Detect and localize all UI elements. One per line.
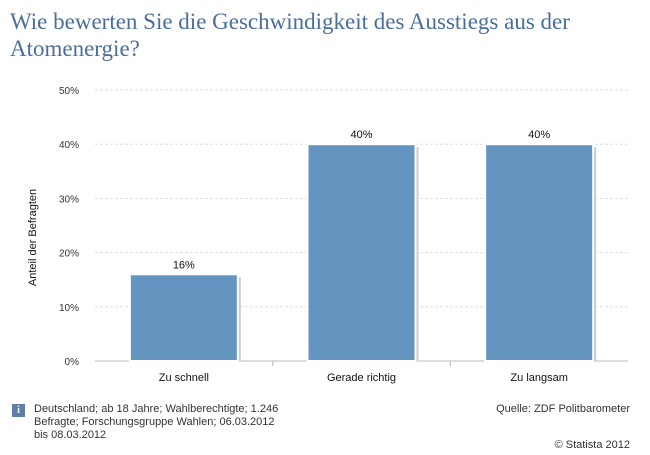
bar [306,143,417,362]
chart-title: Wie bewerten Sie die Geschwindigkeit des… [10,9,570,61]
bar [128,273,239,362]
y-tick-label: 50% [59,86,79,97]
x-tick-label: Zu langsam [510,372,567,384]
y-tick-label: 40% [59,140,79,151]
source-label: Quelle: ZDF Politbarometer [496,403,630,415]
data-label: 40% [528,129,550,141]
y-tick-label: 20% [59,249,79,260]
footer-note: i Deutschland; ab 18 Jahre; Wahlberechti… [12,403,284,442]
y-tick-label: 30% [59,194,79,205]
y-axis-label: Anteil der Befragten [27,189,39,286]
bar [484,143,595,362]
y-tick-label: 10% [59,303,79,314]
data-label: 16% [173,259,195,271]
bar-chart: 0% 10% 20% 30% 40% 50% 16% Zu schnell 40% Gerade … [27,86,628,384]
data-label: 40% [350,129,372,141]
copyright-label: © Statista 2012 [554,439,630,451]
y-tick-label: 0% [65,357,80,368]
x-tick-label: Zu schnell [159,372,209,384]
survey-details: Deutschland; ab 18 Jahre; Wahlberechtigt… [34,403,279,441]
info-icon[interactable]: i [12,404,25,417]
x-tick-label: Gerade richtig [327,372,396,384]
